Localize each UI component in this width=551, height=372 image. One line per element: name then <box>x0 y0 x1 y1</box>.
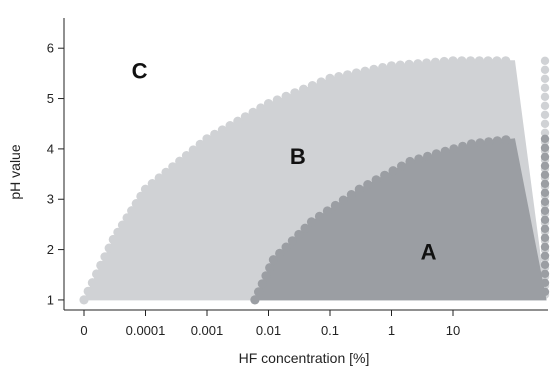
regions-layer <box>79 56 550 305</box>
x-tick-label: 0.1 <box>321 323 339 338</box>
y-tick-label: 4 <box>47 141 54 156</box>
region-a-scallop-edge <box>250 134 550 305</box>
x-tick-label: 0.01 <box>256 323 281 338</box>
y-tick-label: 1 <box>47 292 54 307</box>
y-axis-title: pH value <box>7 144 23 199</box>
x-tick-label: 0.001 <box>191 323 224 338</box>
x-tick-label: 10 <box>446 323 460 338</box>
x-axis-title: HF concentration [%] <box>239 350 370 366</box>
y-tick-label: 5 <box>47 91 54 106</box>
y-tick-label: 2 <box>47 242 54 257</box>
y-tick-label: 3 <box>47 192 54 207</box>
region-labels-layer: C B A <box>132 58 437 264</box>
y-tick-label: 6 <box>47 41 54 56</box>
axes-layer: 1 2 3 4 5 6 0 0.0001 0.001 0.01 0.1 1 10 <box>47 18 548 338</box>
x-tick-label: 0.0001 <box>126 323 166 338</box>
x-tick-label: 1 <box>388 323 395 338</box>
region-label-c: C <box>132 58 148 83</box>
x-tick-label: 0 <box>80 323 87 338</box>
region-label-b: B <box>290 144 306 169</box>
region-label-a: A <box>421 240 437 265</box>
